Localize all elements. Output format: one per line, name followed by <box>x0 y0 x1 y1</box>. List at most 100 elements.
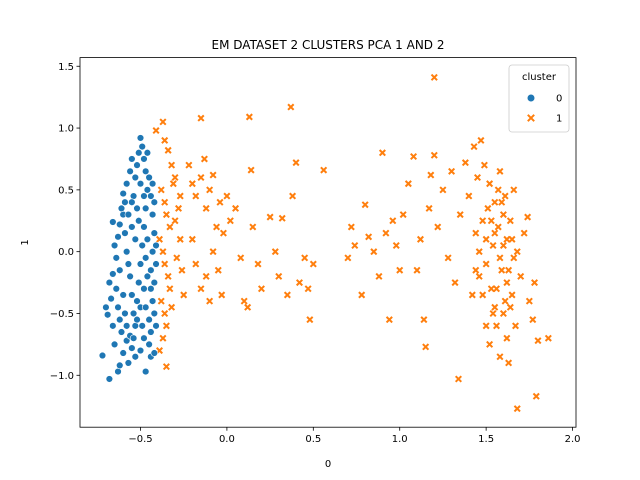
plot-area <box>98 73 552 413</box>
data-point-cluster-0 <box>136 346 145 355</box>
data-point-cluster-1 <box>223 192 231 200</box>
data-point-cluster-1 <box>173 254 181 262</box>
data-point-cluster-0 <box>122 247 131 256</box>
data-point-cluster-0 <box>109 322 117 330</box>
data-point-cluster-1 <box>301 254 309 262</box>
data-point-cluster-1 <box>487 285 495 293</box>
data-point-cluster-0 <box>110 241 119 250</box>
data-point-cluster-1 <box>370 248 378 256</box>
data-point-cluster-0 <box>150 229 159 237</box>
data-point-cluster-0 <box>136 179 145 188</box>
data-point-cluster-0 <box>135 278 143 287</box>
data-point-cluster-1 <box>503 334 511 342</box>
data-point-cluster-1 <box>508 235 516 243</box>
data-point-cluster-1 <box>489 309 497 317</box>
data-point-cluster-0 <box>114 303 122 311</box>
data-point-cluster-0 <box>129 334 138 342</box>
x-axis-ticks: −0.5 0.0 0.5 1.0 1.5 2.0 <box>128 427 580 445</box>
data-point-cluster-1 <box>157 297 165 305</box>
data-point-cluster-1 <box>159 248 167 256</box>
data-point-cluster-1 <box>382 229 390 237</box>
data-point-cluster-1 <box>247 166 255 174</box>
legend-label-cluster-1: 1 <box>556 114 562 125</box>
data-point-cluster-1 <box>166 223 174 231</box>
data-point-cluster-1 <box>171 173 179 182</box>
data-point-cluster-1 <box>161 198 169 206</box>
data-point-cluster-1 <box>209 171 217 179</box>
data-point-cluster-1 <box>164 272 172 280</box>
data-point-cluster-0 <box>119 291 127 299</box>
data-point-cluster-1 <box>498 266 506 274</box>
data-point-cluster-1 <box>161 260 169 268</box>
data-point-cluster-0 <box>140 223 148 231</box>
data-point-cluster-1 <box>456 211 464 219</box>
data-point-cluster-1 <box>164 146 172 154</box>
data-point-cluster-1 <box>517 272 525 280</box>
data-point-cluster-1 <box>492 322 501 330</box>
data-point-cluster-0 <box>109 218 117 226</box>
data-point-cluster-1 <box>192 260 200 268</box>
data-point-cluster-1 <box>169 180 177 188</box>
data-point-cluster-0 <box>103 311 112 319</box>
data-point-cluster-1 <box>501 297 509 305</box>
data-point-cluster-0 <box>150 278 159 287</box>
data-point-cluster-0 <box>102 303 110 311</box>
data-point-cluster-1 <box>422 343 430 351</box>
data-point-cluster-0 <box>119 189 127 198</box>
data-point-cluster-1 <box>532 392 540 400</box>
x-tick-label: 1.5 <box>478 434 494 445</box>
data-point-cluster-0 <box>121 229 129 237</box>
data-point-cluster-1 <box>496 353 504 361</box>
data-point-cluster-1 <box>168 161 176 169</box>
data-point-cluster-1 <box>529 316 537 324</box>
y-tick-label: 1.0 <box>58 124 74 135</box>
data-point-cluster-1 <box>176 235 184 243</box>
data-point-cluster-0 <box>128 155 136 163</box>
data-point-cluster-0 <box>148 210 157 219</box>
x-tick-label: 0.5 <box>305 434 321 445</box>
data-point-cluster-0 <box>140 285 148 293</box>
data-point-cluster-0 <box>141 303 150 311</box>
data-point-cluster-0 <box>128 344 136 352</box>
y-tick-label: −0.5 <box>50 309 74 320</box>
data-point-cluster-1 <box>491 229 499 237</box>
data-point-cluster-0 <box>121 309 129 318</box>
data-point-cluster-1 <box>430 73 438 81</box>
data-point-cluster-1 <box>351 241 359 249</box>
x-tick-label: 1.0 <box>392 434 408 445</box>
data-point-cluster-0 <box>105 278 114 287</box>
data-point-cluster-1 <box>161 309 169 317</box>
data-point-cluster-1 <box>499 211 507 219</box>
data-point-cluster-1 <box>283 291 291 299</box>
data-point-cluster-0 <box>131 322 140 330</box>
x-axis-label: 0 <box>325 459 331 470</box>
data-point-cluster-0 <box>124 260 133 268</box>
data-point-cluster-1 <box>240 297 248 305</box>
data-point-cluster-1 <box>218 291 226 299</box>
legend-marker-cluster-0 <box>526 93 536 103</box>
data-point-cluster-0 <box>121 198 129 206</box>
data-point-cluster-0 <box>141 254 150 262</box>
data-point-cluster-1 <box>416 235 424 243</box>
data-point-cluster-0 <box>133 161 141 169</box>
data-point-cluster-1 <box>304 285 312 293</box>
data-point-cluster-1 <box>197 114 205 122</box>
data-point-cluster-0 <box>126 272 134 281</box>
data-point-cluster-1 <box>245 113 253 121</box>
data-point-cluster-1 <box>430 151 438 159</box>
y-axis-ticks: −1.0 −0.5 0.0 0.5 1.0 1.5 <box>50 62 80 382</box>
data-point-cluster-1 <box>214 266 222 274</box>
data-point-cluster-1 <box>347 223 355 231</box>
data-point-cluster-1 <box>176 192 184 200</box>
data-point-cluster-1 <box>289 192 297 200</box>
y-tick-label: 1.5 <box>58 62 74 73</box>
data-point-cluster-0 <box>105 375 114 383</box>
chart-title: EM DATASET 2 CLUSTERS PCA 1 AND 2 <box>212 38 445 52</box>
data-point-cluster-1 <box>427 171 435 179</box>
data-point-cluster-1 <box>287 103 295 111</box>
data-point-cluster-1 <box>410 152 418 160</box>
data-point-cluster-1 <box>202 204 210 212</box>
data-point-cluster-1 <box>413 266 421 274</box>
data-point-cluster-1 <box>472 229 480 237</box>
